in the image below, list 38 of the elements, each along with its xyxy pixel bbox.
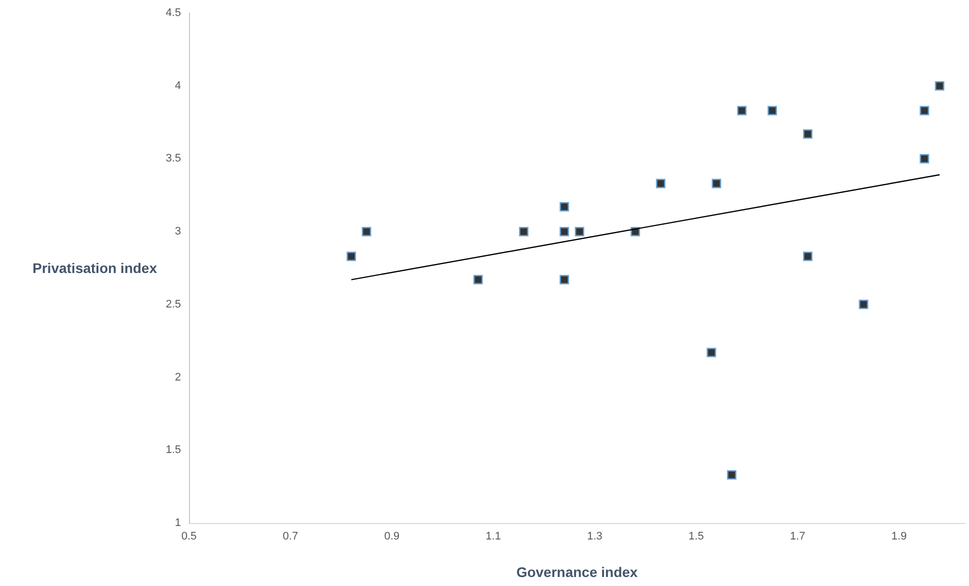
point xyxy=(656,178,666,188)
point xyxy=(803,129,813,139)
point xyxy=(560,274,570,284)
x-tick-label: 1.3 xyxy=(587,530,602,542)
point xyxy=(560,226,570,236)
y-tick-label: 1.5 xyxy=(166,444,181,456)
y-tick-label: 2 xyxy=(174,371,181,384)
x-tick-label: 1.9 xyxy=(891,530,907,542)
x-tick-label: 1.7 xyxy=(790,530,806,542)
point xyxy=(518,226,528,236)
point xyxy=(858,300,868,310)
point xyxy=(737,106,747,116)
point xyxy=(803,252,813,262)
x-tick-label: 0.9 xyxy=(384,530,400,542)
x-tick-label: 0.7 xyxy=(282,530,298,542)
x-tick-label: 0.5 xyxy=(181,530,197,542)
point xyxy=(362,226,372,236)
point xyxy=(920,154,930,164)
point xyxy=(768,106,778,116)
point xyxy=(473,274,483,284)
y-tick-label: 2.5 xyxy=(166,298,181,310)
x-tick-label: 1.1 xyxy=(486,530,501,542)
y-tick-label: 3 xyxy=(174,226,181,238)
point xyxy=(934,81,944,91)
x-tick-label: 1.5 xyxy=(688,530,704,542)
point xyxy=(706,348,716,358)
point xyxy=(726,470,736,480)
point xyxy=(574,226,584,236)
y-tick-label: 4.5 xyxy=(166,7,181,19)
x-axis-title: Governance index xyxy=(516,564,638,580)
point xyxy=(920,106,930,116)
point xyxy=(346,252,356,262)
point xyxy=(560,202,570,212)
y-axis-title: Privatisation index xyxy=(32,260,158,276)
point xyxy=(712,178,722,188)
y-tick-label: 1 xyxy=(174,517,181,529)
y-tick-label: 3.5 xyxy=(166,152,181,165)
y-tick-label: 4 xyxy=(174,80,181,92)
